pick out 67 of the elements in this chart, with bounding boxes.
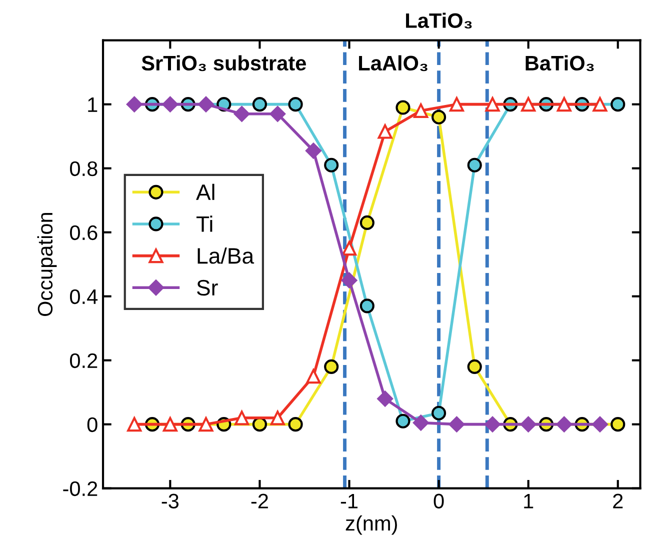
point	[521, 97, 536, 112]
point	[127, 417, 142, 432]
y-tick-label: 0	[87, 417, 98, 432]
point	[360, 215, 374, 230]
point	[412, 414, 429, 431]
x-axis-title: z(nm)	[346, 515, 397, 535]
point	[234, 106, 250, 122]
point	[162, 96, 178, 112]
point	[306, 142, 322, 159]
point	[485, 97, 500, 112]
point	[378, 124, 392, 139]
y-tick-label: 1	[88, 98, 98, 112]
point	[270, 106, 286, 122]
y-tick-label: 0.2	[70, 353, 98, 368]
point	[360, 298, 374, 314]
y-tick-label: -0.2	[63, 481, 98, 496]
point	[414, 103, 428, 118]
y-axis-title: Occupation	[37, 212, 57, 316]
point	[162, 417, 178, 432]
legend-label: Ti	[196, 216, 212, 232]
legend-label: Al	[196, 184, 214, 200]
point	[198, 96, 214, 112]
x-tick-label: -2	[251, 494, 268, 508]
point	[252, 417, 268, 432]
x-tick-label: -3	[162, 494, 179, 508]
y-tick-label: 0.8	[70, 161, 98, 176]
point	[432, 406, 446, 420]
x-tick-label: 0	[434, 494, 444, 508]
text: LaTiO₃	[406, 12, 472, 29]
y-tick-label: 0.6	[70, 225, 98, 240]
point	[520, 416, 536, 432]
point	[467, 359, 482, 374]
point	[610, 97, 626, 112]
point	[432, 110, 446, 124]
annotation: BaTiO₃	[526, 55, 594, 72]
point	[556, 416, 572, 432]
x-tick-label: 1	[524, 494, 534, 508]
point	[288, 97, 303, 112]
point	[342, 241, 357, 256]
legend-label: La/Ba	[198, 247, 254, 264]
point	[252, 97, 268, 112]
point	[126, 96, 142, 112]
point	[556, 97, 572, 112]
point	[324, 359, 339, 374]
point	[610, 417, 626, 432]
point	[198, 417, 214, 432]
annotation: SrTiO₃ substrate	[142, 55, 306, 72]
point	[484, 416, 500, 432]
legend-label: Sr	[196, 280, 218, 296]
point	[592, 416, 608, 432]
point	[396, 414, 410, 428]
point	[234, 410, 250, 426]
annotation: LaAlO₃	[359, 55, 428, 72]
x-tick-label: -1	[340, 494, 358, 508]
x-tick-label: 2	[613, 494, 623, 508]
point	[288, 417, 303, 432]
point	[448, 416, 465, 432]
point	[467, 158, 482, 172]
point	[306, 369, 321, 384]
point	[396, 100, 410, 115]
y-tick-label: 0.4	[70, 289, 98, 304]
point	[592, 97, 608, 112]
point	[341, 272, 358, 288]
point	[449, 97, 464, 112]
point	[270, 410, 285, 426]
point	[324, 158, 339, 172]
point	[377, 390, 393, 407]
